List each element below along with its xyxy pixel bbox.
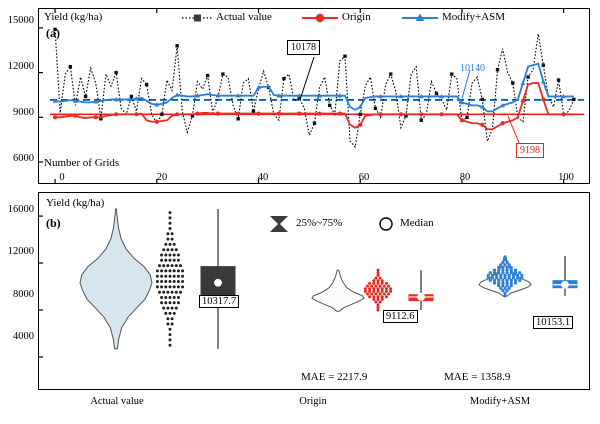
panel-a-ytick-15000: 15000 bbox=[7, 15, 34, 26]
legend-a-item-origin: Origin bbox=[342, 11, 371, 23]
mae-label-modify-asm: MAE = 1358.9 bbox=[444, 371, 511, 383]
panel-a-xtick-60: 60 bbox=[358, 172, 370, 183]
annotation-modify-mean: 10140 bbox=[460, 63, 485, 74]
panel-a-x-axis-title: Number of Grids bbox=[44, 157, 120, 169]
panel-a-legend-marks bbox=[182, 13, 438, 23]
panel-a-ytick-12000: 12000 bbox=[7, 61, 34, 72]
panel-a-ytick-6000: 6000 bbox=[13, 153, 34, 164]
legend-a-item-actual-value: Actual value bbox=[216, 11, 272, 23]
panel-b-ytick-12000: 12000 bbox=[7, 246, 34, 257]
panel-b-legend-marks bbox=[270, 216, 393, 232]
legend-a-item-modify-asm: Modify+ASM bbox=[442, 11, 506, 23]
panel-b-y-axis-title: Yield (kg/ha) bbox=[46, 197, 105, 209]
annotation-origin-mean: 9198 bbox=[516, 143, 544, 158]
annotation-actual-mean: 10178 bbox=[287, 40, 320, 55]
panel-a-xtick-20: 20 bbox=[156, 172, 168, 183]
panel-a-series-svg bbox=[38, 8, 584, 184]
panel-b-ytick-8000: 8000 bbox=[13, 289, 34, 300]
panel-b-category-origin: Origin bbox=[299, 396, 327, 407]
panel-b-tag: (b) bbox=[46, 216, 61, 230]
panel-a-xtick-0: 0 bbox=[59, 172, 65, 183]
legend-b-item-median: Median bbox=[400, 217, 434, 229]
panel-a-xtick-100: 100 bbox=[558, 172, 574, 183]
panel-a-xtick-80: 80 bbox=[459, 172, 471, 183]
panel-b-ytick-16000: 16000 bbox=[7, 204, 34, 215]
panel-a-xtick-40: 40 bbox=[257, 172, 269, 183]
mae-label-origin: MAE = 2217.9 bbox=[301, 371, 368, 383]
panel-a-y-axis-title: Yield (kg/ha) bbox=[44, 11, 103, 23]
median-label-modify-asm: 10153.1 bbox=[533, 316, 574, 329]
median-label-origin: 9112.6 bbox=[383, 310, 418, 323]
median-label-actual-value: 10317.7 bbox=[199, 295, 240, 308]
panel-b-category-actual-value: Actual value bbox=[90, 396, 144, 407]
panel-a-ytick-9000: 9000 bbox=[13, 107, 34, 118]
panel-a-legend: Actual value Origin Modify+ASM bbox=[180, 10, 580, 26]
legend-b-item-iqr: 25%~75% bbox=[296, 217, 343, 229]
panel-b-category-modify-asm: Modify+ASM bbox=[469, 396, 531, 407]
panel-b-violin-svg bbox=[38, 208, 578, 358]
panel-b-ytick-4000: 4000 bbox=[13, 331, 34, 342]
